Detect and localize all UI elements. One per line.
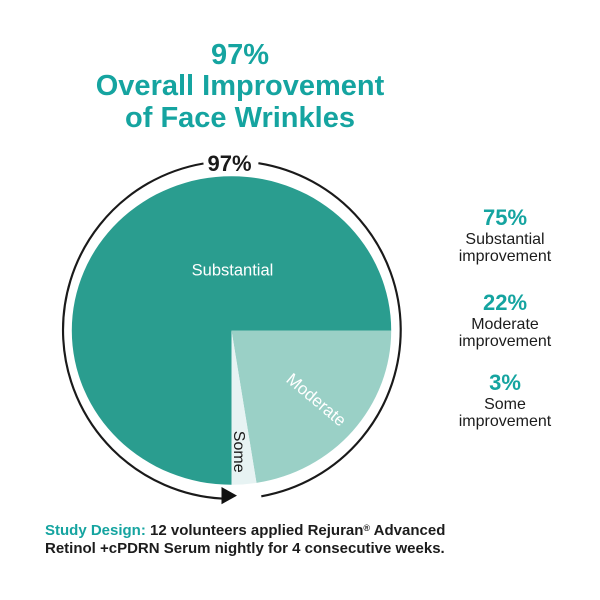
svg-text:Substantial: Substantial bbox=[192, 262, 274, 280]
svg-text:97%: 97% bbox=[207, 151, 251, 176]
svg-text:Some: Some bbox=[230, 431, 247, 473]
